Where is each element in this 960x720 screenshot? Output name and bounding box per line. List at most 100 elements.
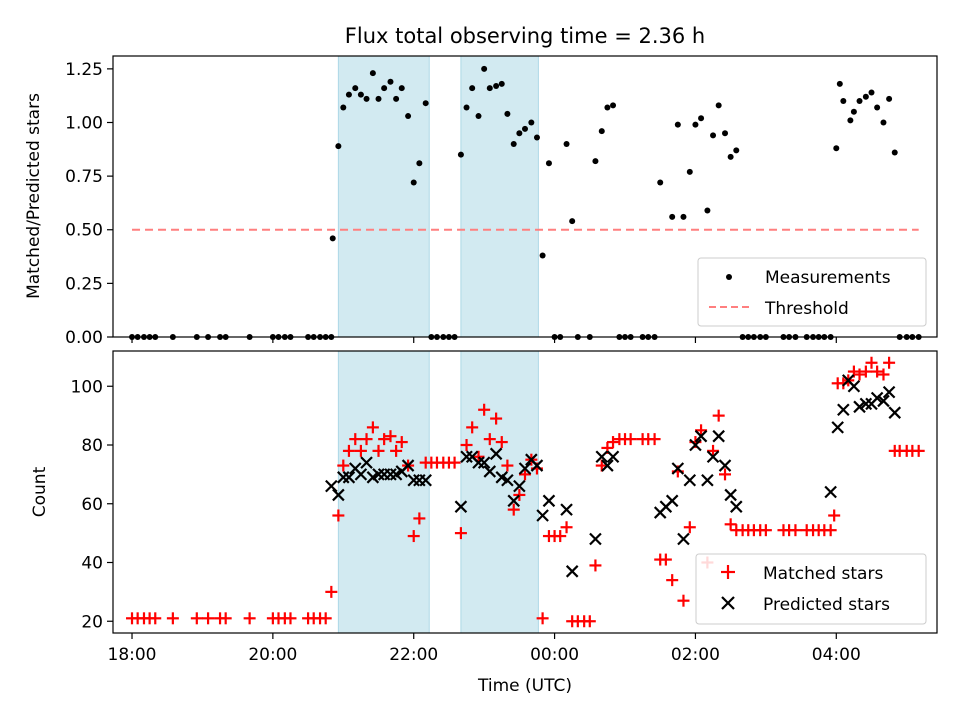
count-y-tick-label: 80 xyxy=(81,436,103,456)
matched-star-point xyxy=(366,421,379,434)
matched-star-point xyxy=(659,553,672,566)
predicted-star-point xyxy=(589,532,602,546)
matched-star-point xyxy=(472,450,485,463)
measurement-point xyxy=(727,153,734,160)
measurement-point xyxy=(363,95,370,102)
predicted-star-point xyxy=(665,494,679,508)
matched-star-point xyxy=(824,524,837,537)
measurement-point xyxy=(686,168,693,175)
predicted-star-point xyxy=(489,447,503,461)
measurement-point xyxy=(387,78,394,85)
predicted-star-point xyxy=(332,488,345,502)
matched-star-point xyxy=(284,612,297,625)
predicted-star-point xyxy=(706,450,720,464)
matched-star-point xyxy=(190,612,203,625)
measurement-point xyxy=(416,160,423,167)
matched-star-point xyxy=(413,512,426,525)
measurement-point xyxy=(569,218,576,225)
matched-star-point xyxy=(448,456,461,469)
measurement-point xyxy=(757,334,764,340)
measurement-point xyxy=(317,334,324,340)
measurement-point xyxy=(329,235,336,242)
count-shaded-interval xyxy=(337,350,430,634)
matched-star-point xyxy=(648,433,661,446)
measurement-point xyxy=(516,130,523,137)
measurement-point xyxy=(692,121,699,128)
measurement-point xyxy=(498,80,505,87)
predicted-star-point xyxy=(360,456,373,469)
measurement-point xyxy=(369,70,376,77)
predicted-star-point xyxy=(601,459,614,472)
measurement-point xyxy=(574,334,581,340)
measurement-point xyxy=(868,89,875,96)
measurement-point xyxy=(493,83,500,90)
matched-star-point xyxy=(607,436,620,449)
matched-legend-marker xyxy=(721,565,735,579)
predicted-star-point xyxy=(337,471,350,484)
matched-star-point xyxy=(560,521,573,534)
predicted-star-point xyxy=(419,473,432,487)
measurement-point xyxy=(522,125,528,132)
matched-star-point xyxy=(501,459,514,472)
matched-star-point xyxy=(828,509,841,522)
measurement-point xyxy=(645,334,652,340)
ratio-y-tick-label: 0.00 xyxy=(65,328,103,348)
predicted-star-point xyxy=(689,438,702,452)
predicted-star-point xyxy=(870,391,884,405)
measurement-point xyxy=(745,334,752,340)
predicted-star-point xyxy=(888,406,902,419)
matched-star-point xyxy=(407,530,420,543)
matched-star-point xyxy=(624,433,637,446)
predicted-star-point xyxy=(507,494,521,508)
measurement-point xyxy=(281,334,288,340)
measurement-point xyxy=(704,207,711,214)
ratio-y-tick-label: 0.50 xyxy=(65,221,103,241)
measurement-point xyxy=(310,334,317,340)
measurement-point xyxy=(463,104,470,111)
measurement-point xyxy=(622,334,629,340)
x-tick-label: 20:00 xyxy=(248,645,297,665)
measurement-point xyxy=(610,102,617,109)
measurement-point xyxy=(780,334,787,340)
predicted-star-point xyxy=(595,450,609,464)
matched-star-point xyxy=(483,433,496,446)
predicted-star-point xyxy=(536,509,549,522)
ratio-y-tick-label: 0.25 xyxy=(65,274,103,294)
measurements-legend-label: Measurements xyxy=(765,268,891,288)
matched-star-point xyxy=(490,412,503,425)
measurement-point xyxy=(750,334,757,340)
measurement-point xyxy=(669,213,676,220)
matched-star-point xyxy=(519,468,531,481)
matched-star-point xyxy=(683,521,696,534)
count-y-tick-label: 100 xyxy=(71,377,103,397)
measurement-point xyxy=(305,334,312,340)
measurement-point xyxy=(129,334,136,340)
matched-star-point xyxy=(349,433,362,446)
measurement-point xyxy=(528,119,535,126)
predicted-star-point xyxy=(560,503,573,516)
measurements-legend-marker xyxy=(726,274,732,280)
measurement-point xyxy=(345,91,352,98)
matched-star-point xyxy=(666,574,679,587)
measurement-point xyxy=(335,143,342,150)
predicted-star-point xyxy=(530,459,544,472)
measurement-point xyxy=(551,334,558,340)
matched-star-point xyxy=(332,509,345,522)
measurement-point xyxy=(856,98,863,105)
predicted-star-point xyxy=(724,488,737,502)
predicted-star-point xyxy=(454,500,468,513)
matched-star-point xyxy=(219,612,232,625)
predicted-star-point xyxy=(824,485,837,499)
measurement-point xyxy=(451,334,458,340)
measurement-point xyxy=(850,108,857,115)
measurement-point xyxy=(815,334,822,340)
predicted-star-point xyxy=(483,465,497,478)
predicted-star-point xyxy=(477,456,491,469)
measurement-point xyxy=(762,334,769,340)
ratio-shaded-interval xyxy=(460,55,539,338)
measurement-point xyxy=(375,95,382,102)
predicted-star-point xyxy=(325,479,338,493)
matched-star-point xyxy=(378,433,391,446)
measurement-point xyxy=(639,334,646,340)
measurement-point xyxy=(657,179,664,186)
